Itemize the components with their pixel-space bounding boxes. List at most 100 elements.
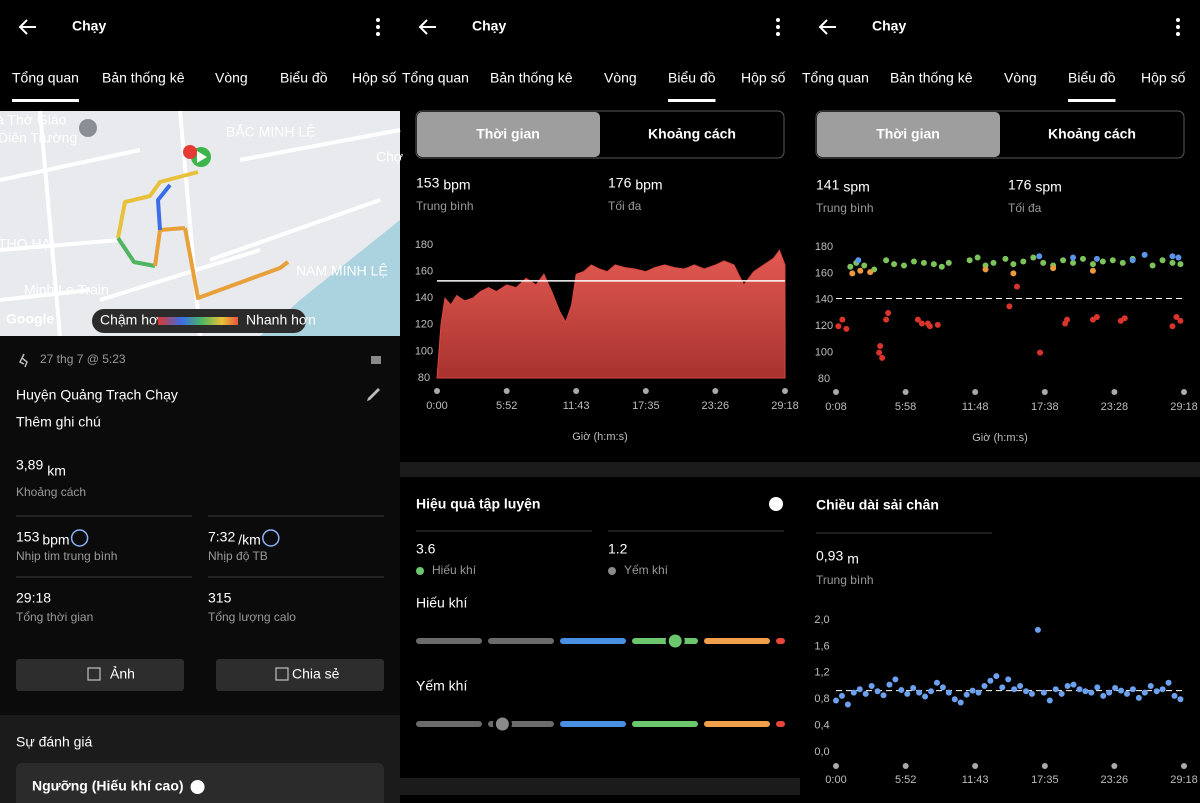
tab[interactable]: Tổng quan xyxy=(802,70,869,86)
zone-marker xyxy=(492,714,512,734)
tab[interactable]: Hộp số xyxy=(352,70,397,86)
menu-dot[interactable] xyxy=(376,32,380,36)
stride-value: 0,93 xyxy=(816,548,843,564)
stride-point xyxy=(1106,689,1113,696)
tab[interactable]: Biểu đồ xyxy=(1068,70,1116,86)
menu-dot[interactable] xyxy=(1176,25,1180,29)
cadence-point xyxy=(974,254,981,261)
toggle-active[interactable] xyxy=(817,112,1000,157)
menu-dot[interactable] xyxy=(1176,32,1180,36)
tab[interactable]: Bản thống kê xyxy=(890,70,973,86)
cadence-point xyxy=(855,257,862,264)
back-button[interactable] xyxy=(18,19,36,35)
stride-point xyxy=(1023,688,1030,695)
tab[interactable]: Hộp số xyxy=(741,70,786,86)
menu-dot[interactable] xyxy=(376,25,380,29)
cadence-point xyxy=(867,269,874,276)
tab[interactable]: Hộp số xyxy=(1141,70,1186,86)
x-tick-mark xyxy=(1041,763,1048,769)
x-tick-label: 5:52 xyxy=(895,774,916,786)
cadence-point xyxy=(883,316,890,323)
button-label[interactable]: Ảnh xyxy=(110,666,135,682)
tab[interactable]: Vòng xyxy=(1004,70,1037,86)
cadence-point xyxy=(891,261,898,268)
cadence-point xyxy=(885,310,892,316)
stride-point xyxy=(1153,688,1160,695)
button[interactable] xyxy=(216,659,384,691)
toggle-label[interactable]: Thời gian xyxy=(876,126,940,142)
summary-unit: bpm xyxy=(443,177,470,193)
tab[interactable]: Tổng quan xyxy=(12,70,79,86)
menu-dot[interactable] xyxy=(1176,18,1180,22)
road xyxy=(0,288,91,302)
lock-icon xyxy=(371,356,381,364)
toggle-label[interactable]: Khoảng cách xyxy=(1048,126,1136,142)
y-tick-label: 160 xyxy=(815,267,833,279)
tab[interactable]: Bản thống kê xyxy=(102,70,185,86)
route xyxy=(116,236,156,268)
x-tick-label: 0:00 xyxy=(426,400,447,412)
summary-unit: bpm xyxy=(635,177,662,193)
tab[interactable]: Vòng xyxy=(604,70,637,86)
help-icon[interactable] xyxy=(769,497,783,511)
training-label: Yếm khí xyxy=(624,563,669,577)
stride-point xyxy=(951,696,958,703)
stride-point xyxy=(1005,676,1012,683)
start-icon xyxy=(197,151,207,163)
stride-point xyxy=(1094,684,1101,691)
cadence-point xyxy=(1036,253,1043,260)
toggle-active[interactable] xyxy=(417,112,600,157)
cadence-point xyxy=(883,257,890,264)
tab[interactable]: Bản thống kê xyxy=(490,70,573,86)
toggle-label[interactable]: Thời gian xyxy=(476,126,540,142)
tab[interactable]: Tổng quan xyxy=(402,70,469,86)
stride-point xyxy=(1177,696,1184,703)
toggle-label[interactable]: Khoảng cách xyxy=(648,126,736,142)
stride-point xyxy=(862,690,869,697)
cadence-point xyxy=(1177,261,1184,268)
stride-point xyxy=(1165,679,1172,686)
y-tick-label: 80 xyxy=(418,372,430,384)
y-tick-label: 100 xyxy=(415,345,433,357)
stride-point xyxy=(1011,686,1018,693)
stat-value: 153 xyxy=(16,529,40,545)
stat-unit: /km xyxy=(238,532,261,548)
x-tick-mark xyxy=(902,763,909,769)
legend-slow: Chậm hơn xyxy=(100,312,166,328)
cadence-point xyxy=(1060,257,1067,264)
edit-icon[interactable] xyxy=(367,388,380,401)
menu-dot[interactable] xyxy=(776,18,780,22)
stride-point xyxy=(981,683,988,689)
y-tick-label: 2,0 xyxy=(814,614,829,626)
stride-point xyxy=(928,688,935,695)
cadence-point xyxy=(839,316,846,323)
stride-point xyxy=(1147,683,1154,689)
button-label[interactable]: Chia sẻ xyxy=(292,666,340,682)
cadence-point xyxy=(1169,323,1176,330)
cadence-point xyxy=(910,258,917,265)
menu-dot[interactable] xyxy=(776,32,780,36)
tab[interactable]: Biểu đồ xyxy=(280,70,328,86)
tab[interactable]: Biểu đồ xyxy=(668,70,716,86)
menu-dot[interactable] xyxy=(376,18,380,22)
separator xyxy=(800,462,1200,477)
cadence-point xyxy=(918,320,925,327)
stride-point xyxy=(963,691,970,698)
cadence-point xyxy=(1119,259,1126,266)
menu-dot[interactable] xyxy=(776,25,780,29)
summary-unit: spm xyxy=(1035,179,1061,195)
cadence-point xyxy=(945,259,952,266)
stride-point xyxy=(880,692,887,699)
x-tick-label: 11:43 xyxy=(962,774,989,786)
stat-label: Nhịp tim trung bình xyxy=(16,549,117,563)
add-note[interactable]: Thêm ghi chú xyxy=(16,414,101,430)
stat-unit: bpm xyxy=(42,532,69,548)
tab[interactable]: Vòng xyxy=(215,70,248,86)
stride-point xyxy=(1082,688,1089,695)
cadence-point xyxy=(1010,261,1017,268)
activity-date: 27 thg 7 @ 5:23 xyxy=(40,352,126,366)
stride-point xyxy=(910,684,917,691)
back-button[interactable] xyxy=(418,19,436,35)
route xyxy=(116,170,199,239)
back-button[interactable] xyxy=(818,19,836,35)
